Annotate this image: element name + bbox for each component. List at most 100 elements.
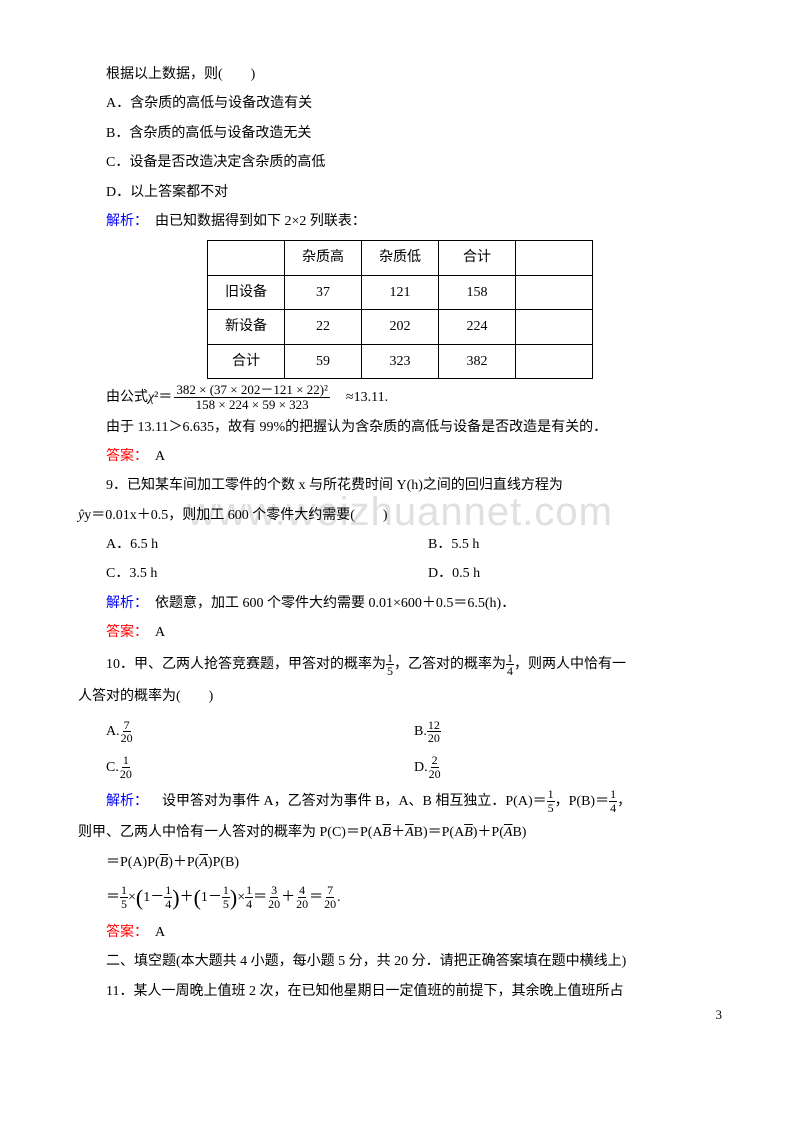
text: ，P(B)＝ [555,791,609,812]
q9-stem-2-text: y＝0.01x＋0.5，则加工 600 个零件大约需要( ) [84,508,387,523]
q10-mid: ，乙答对的概率为 [394,654,506,675]
num: 1 [386,652,394,666]
rparen: ) [172,881,179,914]
num: 7 [326,884,334,898]
q9-option-b: B．5.5 h [400,530,722,559]
fraction: 15 [386,652,394,678]
num: 12 [427,719,441,733]
den: 4 [164,898,172,911]
q8-analysis-text: 由已知数据得到如下 2×2 列联表： [141,214,366,229]
q10-post: ，则两人中恰有一 [514,654,626,675]
q10-option-b: B. 1220 [414,717,722,746]
lparen: ( [194,881,201,914]
analysis-label: 解析： [106,596,141,611]
q9-option-c: C．3.5 h [78,559,400,588]
plus-sign: ＋ [180,887,194,908]
table-cell: 59 [285,344,362,378]
q10-stem: 10．甲、乙两人抢答竞赛题，甲答对的概率为 15 ，乙答对的概率为 14 ，则两… [78,652,722,678]
q9-stem-1: 9．已知某车间加工零件的个数 x 与所花费时间 Y(h)之间的回归直线方程为 [78,471,722,500]
formula-approx: ≈13.11. [332,383,388,412]
q8-intro: 根据以上数据，则( ) [78,60,722,89]
den: 20 [427,732,441,745]
q9-option-a: A．6.5 h [78,530,400,559]
q10-pre: 10．甲、乙两人抢答竞赛题，甲答对的概率为 [106,654,386,675]
answer-label: 答案： [106,449,141,464]
q8-option-c: C．设备是否改造决定含杂质的高低 [78,148,722,177]
num: 4 [298,884,306,898]
table-cell [516,241,593,275]
num: 1 [547,788,555,802]
q8-option-d: D．以上答案都不对 [78,178,722,207]
text: )＋P( [473,825,504,840]
q9-options-row1: A．6.5 h B．5.5 h [78,530,722,559]
fraction: 15 [120,884,128,910]
text: ， [617,791,631,812]
fraction: 14 [609,788,617,814]
den: 5 [222,898,230,911]
table-cell: 合计 [208,344,285,378]
den: 20 [428,768,442,781]
num: 1 [245,884,253,898]
table-row: 旧设备 37 121 158 [208,275,593,309]
fraction: 720 [323,884,337,910]
q10-analysis-1: 解析： 设甲答对为事件 A，乙答对为事件 B，A、B 相互独立．P(A)＝ 15… [78,788,722,814]
table-cell [516,344,593,378]
q8-option-a: A．含杂质的高低与设备改造有关 [78,89,722,118]
fraction: 14 [506,652,514,678]
q10-analysis-3: ＝P(A)P(B)＋P(A)P(B) [78,848,722,877]
den: 4 [506,665,514,678]
q10-options-row2: C. 120 D. 220 [78,753,722,782]
table-row: 合计 59 323 382 [208,344,593,378]
answer-value: A [141,925,165,940]
rparen: ) [230,881,237,914]
q9-options-row2: C．3.5 h D．0.5 h [78,559,722,588]
eq-sign: ＝ [309,887,323,908]
answer-value: A [141,625,165,640]
denominator: 158 × 224 × 59 × 323 [194,398,311,412]
analysis-label: 解析： [106,791,148,812]
num: 1 [164,884,172,898]
table-cell: 旧设备 [208,275,285,309]
table-cell: 382 [439,344,516,378]
fraction: 15 [547,788,555,814]
formula-eq: ²＝ [154,383,172,412]
answer-value: A [141,449,165,464]
den: 5 [120,898,128,911]
chi-square-formula: 由公式 χ²＝ 382 × (37 × 202－121 × 22)² 158 ×… [106,383,722,413]
table-cell [516,275,593,309]
table-row: 新设备 22 202 224 [208,310,593,344]
den: 20 [267,898,281,911]
answer-label: 答案： [106,625,141,640]
den: 5 [547,802,555,815]
fraction: 120 [119,754,133,780]
q10-calc: ＝ 15 × (1－14) ＋ (1－15) × 14 ＝ 320 ＋ 420 … [106,881,722,914]
q9-analysis: 解析： 依题意，加工 600 个零件大约需要 0.01×600＋0.5＝6.5(… [78,589,722,618]
table-cell: 323 [362,344,439,378]
numerator: 382 × (37 × 202－121 × 22)² [174,383,330,398]
q9-stem-2: ŷy＝0.01x＋0.5，则加工 600 个零件大约需要( ) [78,501,722,530]
q11-stem: 11．某人一周晚上值班 2 次，在已知他星期日一定值班的前提下，其余晚上值班所占 [78,977,722,1006]
den: 4 [609,802,617,815]
table-cell [516,310,593,344]
num: 7 [123,719,131,733]
fraction: 14 [245,884,253,910]
lparen: ( [136,881,143,914]
fraction: 382 × (37 × 202－121 × 22)² 158 × 224 × 5… [174,383,330,413]
table-cell [208,241,285,275]
den: 5 [386,665,394,678]
q8-analysis: 解析： 由已知数据得到如下 2×2 列联表： [78,207,722,236]
text: ＝P(A)P( [106,855,160,870]
times-sign: × [237,887,245,908]
num: 1 [222,884,230,898]
section-2-heading: 二、填空题(本大题共 4 小题，每小题 5 分，共 20 分．请把正确答案填在题… [78,947,722,976]
text: ＋ [391,825,405,840]
q10-stem-2: 人答对的概率为( ) [78,682,722,711]
q8-option-b: B．含杂质的高低与设备改造无关 [78,119,722,148]
text: )＋P( [168,855,199,870]
fraction: 220 [428,754,442,780]
den: 20 [323,898,337,911]
num: 3 [270,884,278,898]
eq-sign: ＝ [253,887,267,908]
den: 20 [120,732,134,745]
table-cell: 杂质低 [362,241,439,275]
